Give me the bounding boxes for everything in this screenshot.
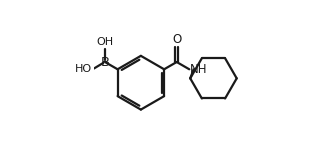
Text: NH: NH bbox=[190, 63, 207, 76]
Text: O: O bbox=[172, 33, 181, 46]
Text: B: B bbox=[101, 56, 110, 69]
Text: HO: HO bbox=[74, 64, 92, 74]
Text: OH: OH bbox=[97, 37, 114, 47]
